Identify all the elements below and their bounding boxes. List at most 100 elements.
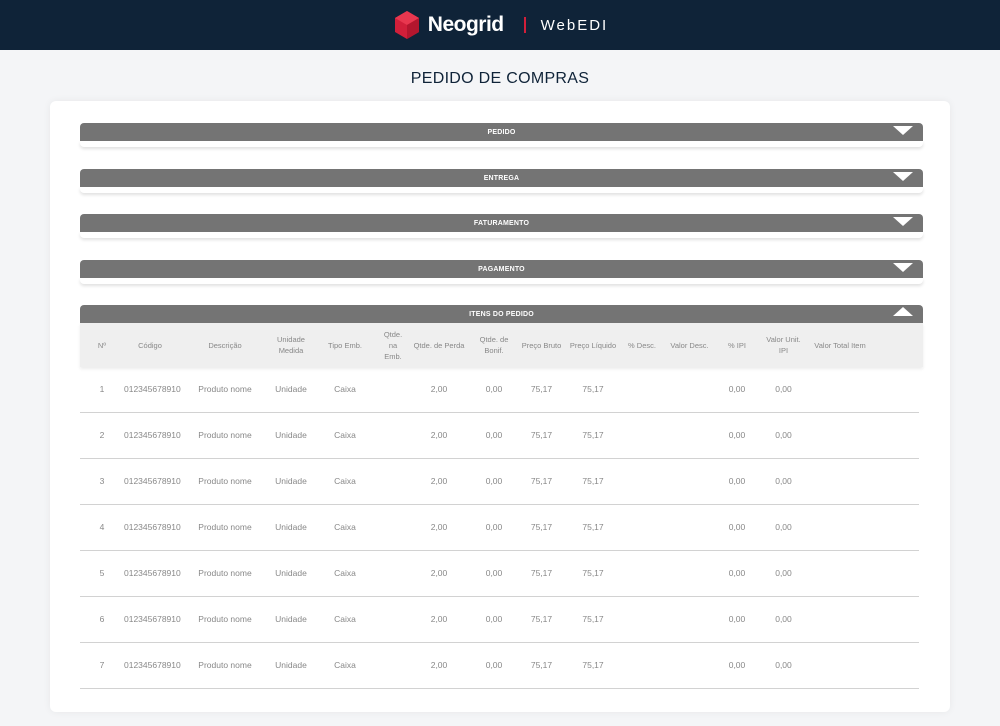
- column-header-perc-ipi: % IPI: [728, 340, 746, 350]
- cell-numero: 1: [99, 384, 105, 394]
- column-header-qtde-perda: Qtde. de Perda: [413, 340, 465, 350]
- cell-numero: 3: [99, 476, 105, 486]
- cell-qtde-perda: 2,00: [430, 384, 448, 394]
- cell-descricao: Produto nome: [198, 476, 252, 486]
- cell-qtde-perda: 2,00: [430, 568, 448, 578]
- cell-unidade-medida: Unidade: [275, 522, 307, 532]
- chevron-down-icon[interactable]: [893, 217, 913, 226]
- cell-qtde-perda: 2,00: [430, 660, 448, 670]
- section-body: [80, 187, 923, 193]
- chevron-down-icon[interactable]: [893, 263, 913, 272]
- cell-valor-unit-ipi: 0,00: [775, 614, 792, 624]
- cell-descricao: Produto nome: [198, 568, 252, 578]
- cell-unidade-medida: Unidade: [275, 660, 307, 670]
- table-row[interactable]: 5 012345678910 Produto nome Unidade Caixa 2,0…: [80, 551, 919, 597]
- brand-name: Neogrid: [427, 13, 504, 36]
- top-bar: Neogrid WebEDI: [0, 0, 1000, 50]
- chevron-down-icon[interactable]: [893, 172, 913, 181]
- cell-preco-liquido: 75,17: [582, 522, 604, 532]
- cell-preco-bruto: 75,17: [530, 660, 553, 670]
- column-header-qtde-bonif: Qtde. de Bonif.: [479, 335, 509, 355]
- items-table-body: 1 012345678910 Produto nome Unidade Caixa 2,0…: [80, 367, 923, 689]
- cell-preco-liquido: 75,17: [582, 660, 604, 670]
- cell-codigo: 012345678910: [124, 614, 181, 624]
- cell-tipo-emb: Caixa: [334, 614, 356, 624]
- cell-perc-ipi: 0,00: [728, 476, 746, 486]
- cell-tipo-emb: Caixa: [334, 660, 356, 670]
- cell-descricao: Produto nome: [198, 384, 252, 394]
- section-label: ITENS DO PEDIDO: [469, 310, 534, 318]
- cell-tipo-emb: Caixa: [334, 522, 356, 532]
- table-row[interactable]: 6 012345678910 Produto nome Unidade Caixa 2,0…: [80, 597, 919, 643]
- cell-valor-unit-ipi: 0,00: [775, 660, 792, 670]
- cell-valor-unit-ipi: 0,00: [775, 522, 792, 532]
- neogrid-logo-icon: [394, 11, 419, 39]
- items-table-header: Nº Código Descrição Unidade Medida Tipo …: [80, 323, 923, 367]
- cell-qtde-bonif: 0,00: [485, 614, 503, 624]
- cell-unidade-medida: Unidade: [275, 384, 307, 394]
- section-header-entrega[interactable]: ENTREGA: [80, 169, 923, 187]
- cell-descricao: Produto nome: [198, 660, 252, 670]
- section-header-itens-do-pedido[interactable]: ITENS DO PEDIDO: [80, 305, 923, 323]
- cell-unidade-medida: Unidade: [275, 476, 307, 486]
- section-label: PEDIDO: [487, 128, 516, 136]
- section-body: [80, 278, 923, 284]
- cell-preco-bruto: 75,17: [530, 430, 553, 440]
- cell-preco-liquido: 75,17: [582, 430, 604, 440]
- cell-qtde-perda: 2,00: [430, 476, 448, 486]
- cell-qtde-bonif: 0,00: [485, 522, 503, 532]
- column-header-unidade-medida: Unidade Medida: [277, 335, 305, 355]
- table-row[interactable]: 4 012345678910 Produto nome Unidade Caixa 2,0…: [80, 505, 919, 551]
- column-header-preco-liquido: Preço Líquido: [569, 340, 617, 350]
- cell-codigo: 012345678910: [124, 568, 181, 578]
- neogrid-logo[interactable]: Neogrid: [392, 10, 504, 40]
- cell-perc-ipi: 0,00: [728, 522, 746, 532]
- section-body: [80, 141, 923, 147]
- cell-tipo-emb: Caixa: [334, 384, 356, 394]
- section-label: PAGAMENTO: [478, 265, 525, 273]
- cell-valor-unit-ipi: 0,00: [775, 430, 792, 440]
- cell-numero: 2: [99, 430, 105, 440]
- column-header-valor-total-item: Valor Total Item: [814, 340, 866, 350]
- cell-valor-unit-ipi: 0,00: [775, 384, 792, 394]
- cell-numero: 7: [99, 660, 105, 670]
- section-faturamento: FATURAMENTO: [80, 214, 923, 238]
- cell-codigo: 012345678910: [124, 476, 181, 486]
- cell-perc-ipi: 0,00: [728, 568, 746, 578]
- cell-preco-liquido: 75,17: [582, 568, 604, 578]
- chevron-down-icon[interactable]: [893, 126, 913, 135]
- cell-codigo: 012345678910: [124, 384, 181, 394]
- column-header-valor-unit-ipi: Valor Unit. IPI: [766, 335, 801, 355]
- cell-codigo: 012345678910: [124, 430, 181, 440]
- cell-codigo: 012345678910: [124, 522, 181, 532]
- cell-perc-ipi: 0,00: [728, 430, 746, 440]
- cell-numero: 6: [99, 614, 105, 624]
- cell-qtde-bonif: 0,00: [485, 430, 503, 440]
- cell-preco-bruto: 75,17: [530, 384, 553, 394]
- table-row[interactable]: 3 012345678910 Produto nome Unidade Caixa 2,0…: [80, 459, 919, 505]
- column-header-numero: Nº: [97, 340, 107, 350]
- cell-perc-ipi: 0,00: [728, 614, 746, 624]
- section-header-pagamento[interactable]: PAGAMENTO: [80, 260, 923, 278]
- table-row[interactable]: 7 012345678910 Produto nome Unidade Caixa 2,0…: [80, 643, 919, 689]
- order-card: PEDIDO ENTREGA FATURAMENTO PAGAMENTO ITE…: [50, 101, 950, 712]
- table-row[interactable]: 2 012345678910 Produto nome Unidade Caixa 2,0…: [80, 413, 919, 459]
- product-name: WebEDI: [540, 16, 609, 34]
- chevron-up-icon[interactable]: [893, 307, 913, 316]
- column-header-perc-desc: % Desc.: [628, 340, 656, 350]
- section-header-pedido[interactable]: PEDIDO: [80, 123, 923, 141]
- cell-qtde-perda: 2,00: [430, 522, 448, 532]
- cell-perc-ipi: 0,00: [728, 384, 746, 394]
- cell-tipo-emb: Caixa: [334, 430, 356, 440]
- cell-qtde-bonif: 0,00: [485, 476, 503, 486]
- cell-preco-bruto: 75,17: [530, 476, 553, 486]
- cell-qtde-perda: 2,00: [430, 614, 448, 624]
- cell-preco-bruto: 75,17: [530, 568, 553, 578]
- cell-valor-unit-ipi: 0,00: [775, 568, 792, 578]
- cell-preco-bruto: 75,17: [530, 614, 553, 624]
- cell-qtde-bonif: 0,00: [485, 568, 503, 578]
- section-header-faturamento[interactable]: FATURAMENTO: [80, 214, 923, 232]
- cell-numero: 4: [99, 522, 105, 532]
- table-row[interactable]: 1 012345678910 Produto nome Unidade Caixa 2,0…: [80, 367, 919, 413]
- cell-valor-unit-ipi: 0,00: [775, 476, 792, 486]
